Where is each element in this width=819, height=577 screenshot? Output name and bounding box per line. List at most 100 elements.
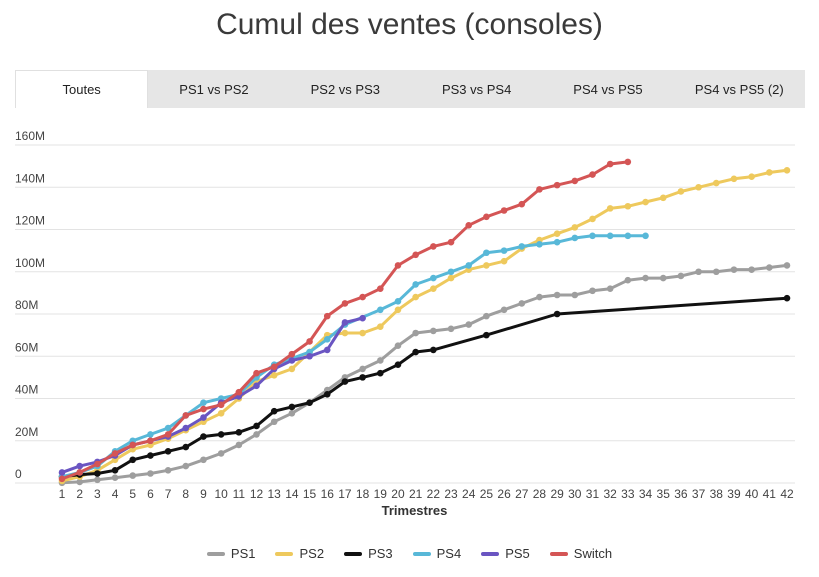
data-point-ps3: [200, 433, 207, 440]
legend-item-ps2[interactable]: PS2: [275, 546, 324, 561]
data-point-ps1: [712, 268, 720, 276]
data-point-ps1: [376, 357, 384, 364]
data-point-switch: [253, 369, 260, 377]
data-point-ps4: [500, 247, 508, 254]
data-point-switch: [306, 338, 313, 345]
data-point-ps1: [164, 467, 172, 474]
x-tick-label: 28: [533, 487, 547, 501]
data-point-ps5: [341, 319, 349, 326]
tab-ps3-vs-ps4[interactable]: PS3 vs PS4: [441, 81, 512, 97]
data-point-switch: [288, 350, 296, 358]
data-point-ps2: [376, 323, 384, 330]
data-point-ps1: [111, 474, 119, 482]
data-point-ps1: [270, 418, 278, 426]
data-point-switch: [589, 171, 596, 178]
tab-ps2-vs-ps3[interactable]: PS2 vs PS3: [310, 81, 380, 97]
y-tick-label: 140M: [15, 171, 45, 185]
data-point-ps1: [253, 431, 260, 438]
data-point-ps2: [642, 198, 649, 206]
x-tick-label: 40: [745, 487, 759, 501]
data-point-ps4: [447, 268, 455, 276]
legend-swatch: [344, 551, 363, 556]
legend-item-switch[interactable]: Switch: [549, 546, 612, 561]
x-tick-label: 5: [129, 487, 136, 501]
x-tick-label: 8: [182, 487, 189, 501]
data-point-ps1: [465, 321, 473, 328]
x-tick-label: 36: [674, 487, 688, 501]
x-tick-label: 41: [763, 487, 777, 501]
x-tick-label: 26: [497, 487, 511, 501]
data-point-switch: [430, 243, 437, 250]
legend-item-ps3[interactable]: PS3: [344, 546, 393, 561]
tab-ps4-vs-ps5-2[interactable]: PS4 vs PS5 (2): [694, 81, 784, 97]
data-point-ps2: [447, 274, 455, 282]
tab-ps1-vs-ps2[interactable]: PS1 vs PS2: [179, 81, 249, 97]
data-point-ps5: [323, 346, 331, 354]
y-tick-label: 0: [15, 467, 22, 481]
x-tick-label: 35: [657, 487, 671, 501]
legend-swatch: [481, 551, 500, 556]
data-point-ps3: [412, 348, 419, 356]
data-point-switch: [606, 160, 614, 168]
x-tick-label: 21: [409, 487, 423, 501]
data-point-ps3: [288, 403, 296, 411]
data-point-ps1: [76, 478, 83, 486]
legend-item-ps4[interactable]: PS4: [412, 546, 461, 561]
data-point-ps4: [536, 240, 543, 248]
data-point-switch: [624, 158, 632, 166]
data-point-ps4: [147, 431, 154, 438]
data-point-ps1: [412, 329, 419, 337]
data-point-ps3: [376, 369, 384, 377]
data-point-ps3: [182, 443, 190, 451]
data-point-ps4: [624, 232, 632, 240]
data-point-switch: [217, 401, 225, 409]
legend-item-ps5[interactable]: PS5: [481, 546, 530, 561]
data-point-ps1: [94, 476, 101, 484]
data-point-ps4: [164, 424, 172, 432]
data-point-ps1: [553, 291, 561, 299]
data-point-switch: [483, 213, 490, 221]
data-point-switch: [129, 441, 137, 449]
data-point-ps2: [270, 371, 278, 379]
tab-toutes[interactable]: Toutes: [15, 70, 149, 108]
data-point-ps3: [111, 467, 119, 474]
data-point-ps4: [518, 243, 526, 250]
data-point-ps4: [465, 262, 473, 269]
data-point-ps1: [288, 409, 296, 417]
data-point-ps5: [359, 314, 366, 322]
data-point-switch: [94, 460, 101, 468]
data-point-ps3: [253, 422, 260, 430]
data-point-switch: [182, 412, 190, 419]
data-point-ps3: [306, 399, 313, 407]
data-point-ps4: [376, 306, 384, 314]
data-point-ps4: [483, 249, 490, 257]
data-point-switch: [447, 238, 455, 246]
x-tick-label: 3: [94, 487, 101, 501]
data-point-ps3: [235, 429, 243, 436]
y-tick-label: 40M: [15, 383, 38, 397]
data-point-ps1: [659, 274, 667, 282]
data-point-switch: [571, 177, 579, 185]
x-tick-label: 1: [59, 487, 66, 501]
data-point-switch: [359, 293, 366, 301]
data-point-ps1: [394, 342, 402, 349]
x-tick-label: 17: [338, 487, 352, 501]
data-point-ps2: [217, 409, 225, 417]
legend-swatch: [275, 551, 294, 556]
data-point-ps1: [483, 312, 490, 320]
tab-ps4-vs-ps5[interactable]: PS4 vs PS5: [573, 81, 643, 97]
legend-item-ps1[interactable]: PS1: [206, 546, 255, 561]
x-tick-label: 20: [391, 487, 405, 501]
data-point-ps2: [766, 169, 773, 176]
data-point-ps2: [500, 257, 508, 265]
x-tick-label: 32: [603, 487, 617, 501]
x-tick-label: 12: [250, 487, 264, 501]
data-point-ps2: [430, 285, 437, 292]
x-tick-label: 10: [214, 487, 228, 501]
data-point-ps2: [783, 167, 791, 174]
data-point-ps4: [606, 232, 614, 240]
data-point-ps5: [288, 357, 296, 364]
x-tick-label: 37: [692, 487, 706, 501]
data-point-ps2: [483, 262, 490, 269]
